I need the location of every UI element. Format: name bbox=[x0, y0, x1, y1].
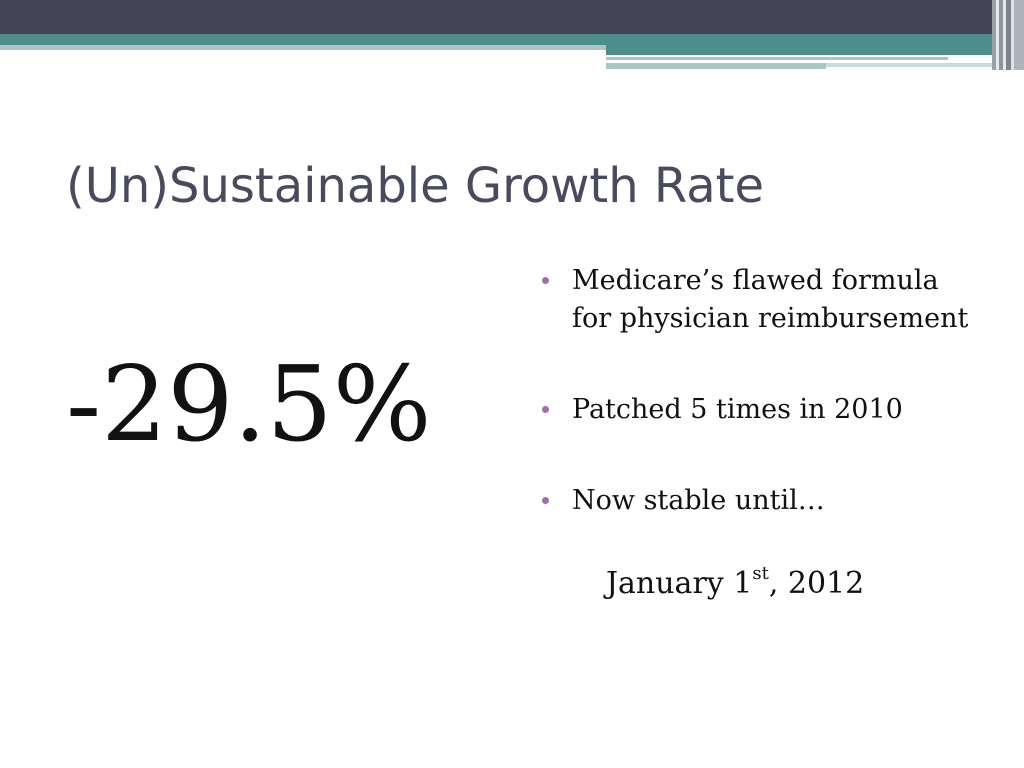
header-bar-teal bbox=[0, 34, 1024, 45]
bullet-item: Now stable until… bbox=[540, 482, 980, 520]
big-percentage: -29.5% bbox=[66, 343, 432, 465]
header-bar-dark bbox=[0, 0, 1024, 34]
header-stripes-decoration bbox=[992, 0, 1024, 70]
bullet-dot-icon bbox=[542, 277, 549, 284]
bullet-dot-icon bbox=[542, 406, 549, 413]
date-year: , 2012 bbox=[768, 566, 865, 601]
date-ordinal: st bbox=[752, 563, 769, 584]
bullet-dot-icon bbox=[542, 497, 549, 504]
header-accent-line bbox=[606, 57, 948, 60]
header-bar-teal-light bbox=[0, 45, 606, 50]
bullet-text: Now stable until… bbox=[572, 485, 825, 516]
bullet-text: Patched 5 times in 2010 bbox=[572, 394, 903, 425]
bullet-item: Patched 5 times in 2010 bbox=[540, 391, 980, 429]
slide-title: (Un)Sustainable Growth Rate bbox=[66, 158, 764, 214]
bullet-item: Medicare’s flawed formula for physician … bbox=[540, 262, 980, 338]
header-accent-line bbox=[606, 63, 826, 69]
header-accent-line bbox=[826, 63, 1000, 67]
date-text: January 1 bbox=[606, 566, 753, 601]
date-line: January 1st, 2012 bbox=[606, 563, 865, 602]
header-bar-teal-right bbox=[606, 45, 1024, 55]
bullet-list: Medicare’s flawed formula for physician … bbox=[540, 262, 980, 520]
bullet-text: Medicare’s flawed formula for physician … bbox=[572, 265, 969, 334]
